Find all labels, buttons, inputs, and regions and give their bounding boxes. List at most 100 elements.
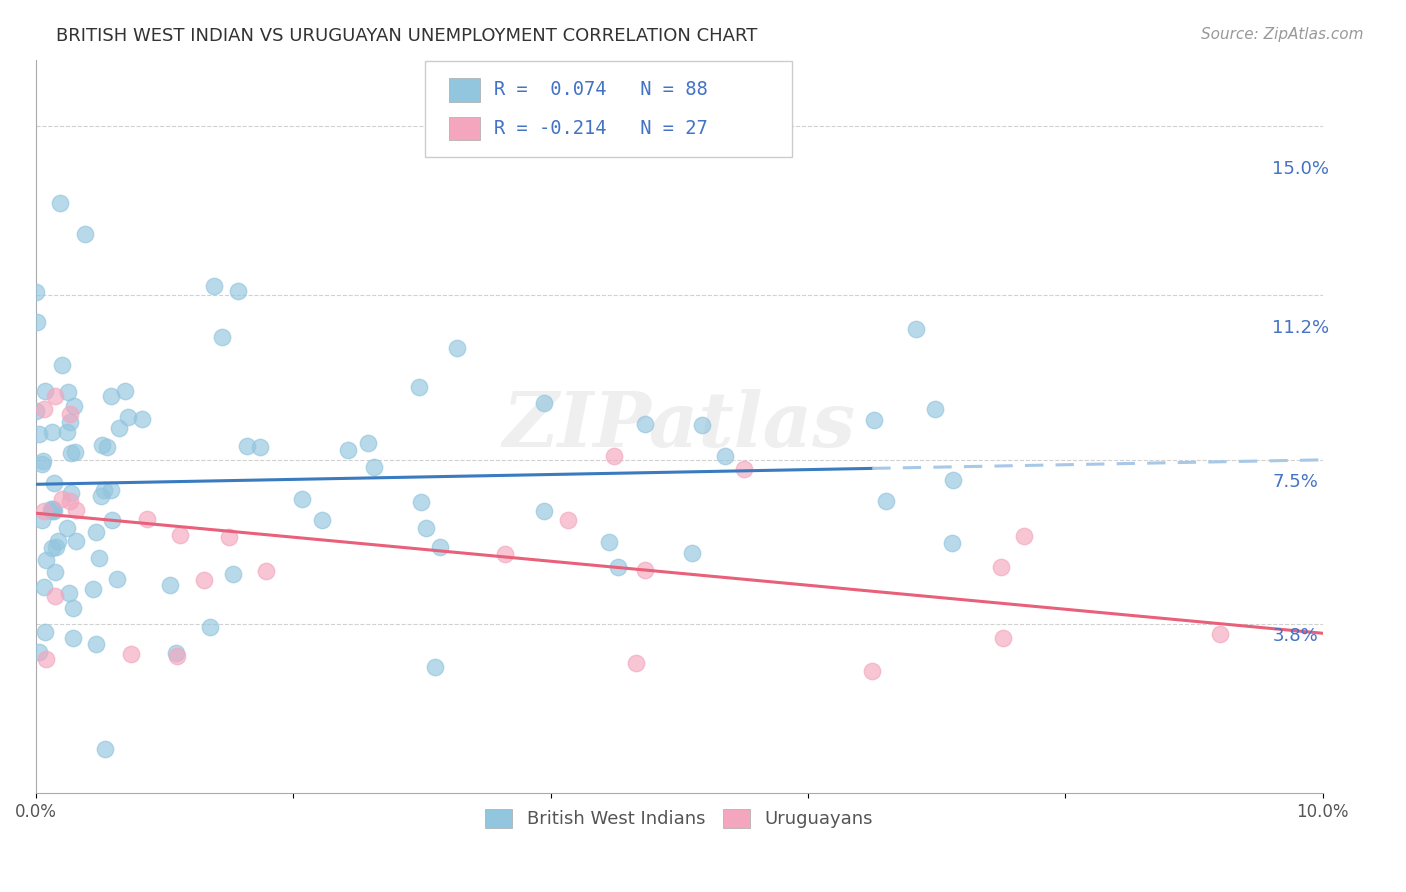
Point xyxy=(415,520,437,534)
Point xyxy=(136,511,159,525)
Point xyxy=(41,541,63,555)
Point xyxy=(100,483,122,498)
Point xyxy=(924,401,946,416)
Point xyxy=(733,462,755,476)
Point xyxy=(235,439,257,453)
Point xyxy=(634,417,657,431)
Point xyxy=(1208,627,1230,641)
Point xyxy=(165,646,187,660)
Point xyxy=(35,553,58,567)
Point xyxy=(291,491,314,506)
Point xyxy=(411,495,433,509)
Point xyxy=(624,656,647,670)
Point xyxy=(202,279,225,293)
Text: Source: ZipAtlas.com: Source: ZipAtlas.com xyxy=(1201,27,1364,42)
Point xyxy=(56,425,79,440)
Text: ZIPatlas: ZIPatlas xyxy=(503,390,856,464)
Point xyxy=(690,417,713,432)
Point xyxy=(860,664,883,678)
Point xyxy=(90,489,112,503)
Point xyxy=(357,435,380,450)
Point xyxy=(51,492,73,507)
Point xyxy=(96,441,118,455)
Point xyxy=(408,380,430,394)
Point xyxy=(446,341,468,355)
Point xyxy=(991,631,1014,645)
Point xyxy=(59,407,82,421)
Point xyxy=(875,494,897,508)
Text: BRITISH WEST INDIAN VS URUGUAYAN UNEMPLOYMENT CORRELATION CHART: BRITISH WEST INDIAN VS URUGUAYAN UNEMPLO… xyxy=(56,27,758,45)
Point xyxy=(159,578,181,592)
FancyBboxPatch shape xyxy=(449,117,479,140)
Point xyxy=(35,652,58,666)
Point xyxy=(32,580,55,594)
Point xyxy=(62,399,84,413)
Point xyxy=(311,513,333,527)
Point xyxy=(94,741,117,756)
FancyBboxPatch shape xyxy=(449,78,479,102)
Point xyxy=(62,601,84,615)
Point xyxy=(60,446,83,460)
Point xyxy=(905,322,928,336)
Point xyxy=(58,385,80,400)
Point xyxy=(131,412,153,426)
Point xyxy=(34,504,56,518)
Point xyxy=(65,503,87,517)
Point xyxy=(120,647,142,661)
Point xyxy=(60,486,83,500)
Point xyxy=(63,444,86,458)
Point xyxy=(31,454,53,468)
Point xyxy=(423,659,446,673)
Point xyxy=(59,493,82,508)
Point xyxy=(93,483,115,497)
Point xyxy=(59,415,82,429)
Point xyxy=(34,625,56,640)
Point xyxy=(45,540,67,554)
Point xyxy=(533,504,555,518)
Text: 7.5%: 7.5% xyxy=(1272,473,1319,491)
Point xyxy=(82,582,104,596)
Point xyxy=(249,441,271,455)
Point xyxy=(49,196,72,211)
Point xyxy=(634,563,657,577)
Point xyxy=(44,589,66,603)
Point xyxy=(44,389,66,403)
Point xyxy=(87,551,110,566)
Text: 3.8%: 3.8% xyxy=(1272,627,1319,645)
Point xyxy=(34,384,56,399)
Point xyxy=(169,528,191,542)
Point xyxy=(557,513,579,527)
Point xyxy=(46,534,69,549)
Point xyxy=(494,547,516,561)
Point xyxy=(714,450,737,464)
Point xyxy=(41,504,63,518)
Point xyxy=(337,442,360,457)
Point xyxy=(101,513,124,527)
Point xyxy=(117,409,139,424)
Legend: British West Indians, Uruguayans: British West Indians, Uruguayans xyxy=(478,802,880,836)
Point xyxy=(28,645,51,659)
Point xyxy=(91,438,114,452)
Point xyxy=(598,534,620,549)
Point xyxy=(606,559,628,574)
Point xyxy=(58,586,80,600)
Point xyxy=(863,413,886,427)
Point xyxy=(221,567,243,582)
Point xyxy=(73,227,96,241)
Point xyxy=(65,534,87,549)
FancyBboxPatch shape xyxy=(425,61,793,157)
Point xyxy=(942,473,965,487)
Text: R = -0.214   N = 27: R = -0.214 N = 27 xyxy=(494,119,707,138)
Point xyxy=(533,395,555,409)
Text: 11.2%: 11.2% xyxy=(1272,318,1330,336)
Text: 15.0%: 15.0% xyxy=(1272,161,1330,178)
Point xyxy=(166,648,188,663)
Point xyxy=(44,476,66,491)
Point xyxy=(193,573,215,587)
Point xyxy=(105,572,128,586)
Point xyxy=(86,524,108,539)
Point xyxy=(681,546,703,560)
Point xyxy=(211,330,233,344)
Point xyxy=(1014,528,1036,542)
Point xyxy=(44,566,66,580)
